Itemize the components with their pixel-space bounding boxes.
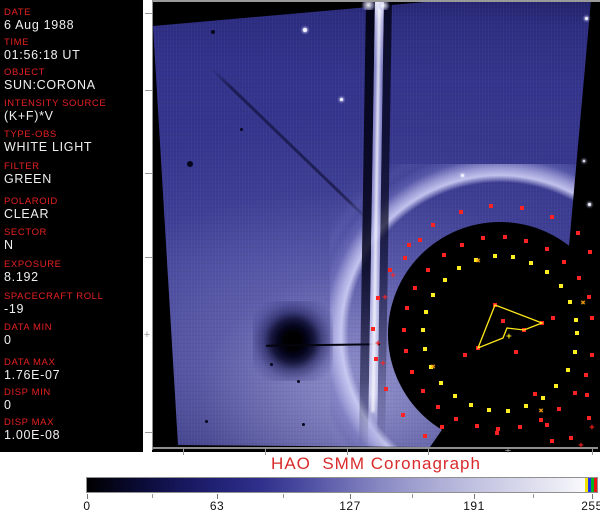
metadata-entry: TIME 01:56:18 UT (4, 38, 142, 62)
metadata-value: 8.192 (4, 270, 39, 284)
metadata-label: SPACECRAFT ROLL (4, 291, 104, 302)
axis-tick-bottom (265, 449, 266, 455)
metadata-entry: POLAROID CLEAR (4, 197, 142, 221)
axis-tick-left (145, 257, 152, 258)
metadata-label: SECTOR (4, 227, 48, 238)
colorbar-minor-tick (283, 494, 284, 498)
metadata-entry: FILTER GREEN (4, 162, 142, 186)
metadata-label: TYPE-OBS (4, 129, 57, 140)
axis-tick-bottom (428, 449, 429, 455)
metadata-entry: TYPE-OBS WHITE LIGHT (4, 130, 142, 154)
metadata-value: 0 (4, 333, 12, 347)
axis-tick-left (145, 173, 152, 174)
metadata-panel: DATE 6 Aug 1988 TIME 01:56:18 UT OBJECT SUN:C… (0, 0, 143, 452)
metadata-value: 1.00E-08 (4, 428, 61, 442)
colorbar-minor-tick (152, 494, 153, 498)
colorbar-major-tick (87, 494, 88, 499)
axis-tick-left (145, 90, 152, 91)
occulting-disk (388, 222, 600, 446)
colorbar-major-tick (350, 494, 351, 499)
metadata-entry: SECTOR N (4, 228, 142, 252)
metadata-entry: DATE 6 Aug 1988 (4, 8, 142, 32)
frame-top-line (152, 0, 600, 2)
metadata-label: DATA MAX (4, 357, 56, 368)
metadata-label: TIME (4, 37, 30, 48)
metadata-label: INTENSITY SOURCE (4, 98, 107, 109)
axis-tick-bottom (592, 449, 593, 455)
metadata-value: 0 (4, 398, 12, 412)
frame-bottom-axis (152, 447, 598, 449)
metadata-label: DATE (4, 7, 32, 18)
axis-tick-left (145, 432, 152, 433)
metadata-entry: OBJECT SUN:CORONA (4, 68, 142, 92)
pylon-top-glow (361, 0, 376, 10)
metadata-label: DISP MAX (4, 417, 55, 428)
axis-tick-bottom (183, 449, 184, 455)
colorbar-tick-label: 63 (209, 499, 225, 512)
colorbar-tick-label: 191 (463, 499, 485, 512)
metadata-value: -19 (4, 302, 25, 316)
axis-tick-left (145, 13, 152, 14)
lut-stripe-green (591, 478, 594, 492)
colorbar-major-tick (217, 494, 218, 499)
metadata-label: DATA MIN (4, 322, 53, 333)
frame-left-axis (152, 0, 153, 450)
coronagraph-image (152, 0, 600, 452)
metadata-label: POLAROID (4, 196, 58, 207)
metadata-entry: DISP MAX 1.00E-08 (4, 418, 142, 442)
metadata-entry: INTENSITY SOURCE (K+F)*V (4, 99, 142, 123)
metadata-value: N (4, 238, 14, 252)
colorbar-major-tick (474, 494, 475, 499)
metadata-value: GREEN (4, 172, 52, 186)
footer-strip: HAO SMM Coronagraph 0 63 127 191 255 (0, 452, 600, 512)
pylon-top-glow (377, 1, 390, 10)
dark-artifact-blob (253, 301, 333, 381)
colorbar-tick-label: 0 (83, 499, 91, 512)
metadata-entry: DISP MIN 0 (4, 388, 142, 412)
metadata-label: OBJECT (4, 67, 46, 78)
metadata-value: SUN:CORONA (4, 78, 96, 92)
metadata-entry: EXPOSURE 8.192 (4, 260, 142, 284)
metadata-entry: DATA MIN 0 (4, 323, 142, 347)
colorbar-major-tick (592, 494, 593, 499)
axis-tick-bottom (347, 449, 348, 455)
lut-stripe-yellow (585, 478, 588, 492)
metadata-value: 6 Aug 1988 (4, 18, 75, 32)
metadata-label: FILTER (4, 161, 40, 172)
metadata-value: WHITE LIGHT (4, 140, 93, 154)
metadata-value: (K+F)*V (4, 109, 54, 123)
figure-title: HAO SMM Coronagraph (271, 454, 481, 473)
colorbar-tick-label: 255 (581, 499, 600, 512)
lut-stripe-blue (588, 478, 591, 492)
colorbar-tick-label: 127 (339, 499, 361, 512)
metadata-value: 1.76E-07 (4, 368, 61, 382)
colorbar-minor-tick (412, 494, 413, 498)
metadata-value: CLEAR (4, 207, 50, 221)
metadata-value: 01:56:18 UT (4, 48, 81, 62)
lut-stripe-red (594, 478, 597, 492)
metadata-label: EXPOSURE (4, 259, 62, 270)
polygon-outline (476, 304, 544, 350)
metadata-entry: SPACECRAFT ROLL -19 (4, 292, 142, 316)
intensity-colorbar (86, 477, 598, 493)
metadata-entry: DATA MAX 1.76E-07 (4, 358, 142, 382)
metadata-label: DISP MIN (4, 387, 51, 398)
colorbar-minor-tick (533, 494, 534, 498)
